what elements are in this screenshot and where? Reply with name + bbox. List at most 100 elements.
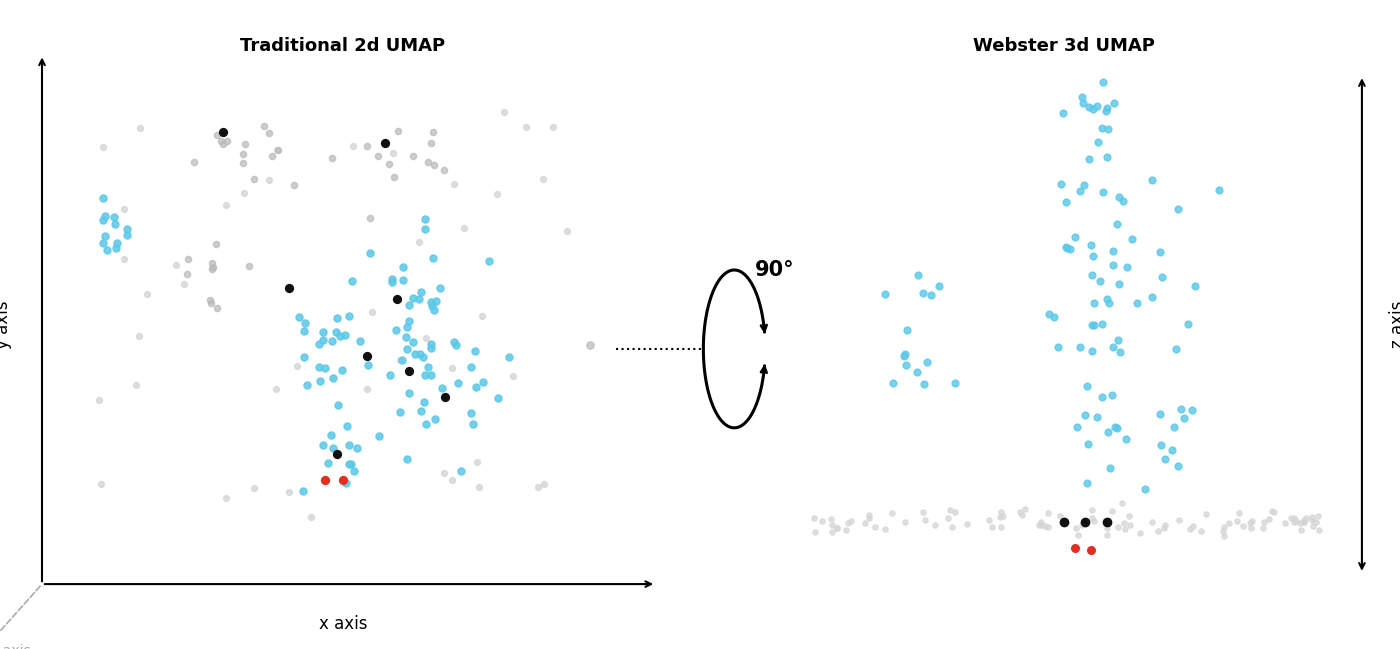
Point <box>94 210 116 221</box>
Point <box>266 145 288 155</box>
Point <box>1165 344 1187 354</box>
Point <box>466 457 489 467</box>
Point <box>125 380 147 391</box>
Point <box>857 510 879 520</box>
Point <box>542 122 564 132</box>
Point <box>465 382 487 392</box>
Point <box>874 523 896 533</box>
Point <box>416 156 438 167</box>
Point <box>396 322 419 332</box>
Point <box>1106 335 1128 345</box>
Point <box>1134 484 1156 494</box>
Point <box>836 525 858 535</box>
Point <box>374 138 396 148</box>
Point <box>1173 413 1196 423</box>
Point <box>176 254 199 264</box>
Point <box>1037 508 1060 519</box>
Point <box>396 344 419 354</box>
Point <box>312 326 335 337</box>
Point <box>358 213 381 223</box>
Point <box>424 295 447 306</box>
Point <box>1054 242 1077 252</box>
Point <box>409 349 431 359</box>
Point <box>1103 422 1126 432</box>
Point <box>258 175 280 186</box>
Point <box>1037 310 1060 320</box>
Point <box>337 459 360 469</box>
Point <box>528 482 550 492</box>
Point <box>293 352 315 362</box>
Point <box>993 511 1015 522</box>
Point <box>1212 531 1235 541</box>
Point <box>924 520 946 530</box>
Point <box>431 383 454 393</box>
Point <box>944 378 966 389</box>
Point <box>1126 297 1148 308</box>
Point <box>405 349 427 359</box>
Point <box>200 258 223 268</box>
Point <box>434 392 456 402</box>
Point <box>199 295 221 305</box>
Point <box>1166 204 1189 214</box>
Point <box>1078 154 1100 165</box>
Point <box>1141 517 1163 527</box>
Point <box>1051 108 1074 119</box>
Point <box>1107 278 1130 289</box>
Point <box>392 275 414 286</box>
Point <box>944 508 966 518</box>
Point <box>204 238 227 249</box>
Point <box>389 355 412 365</box>
Point <box>911 288 934 298</box>
Point <box>258 127 280 138</box>
Point <box>1077 478 1099 488</box>
Point <box>447 378 469 389</box>
Point <box>214 493 237 503</box>
Point <box>914 515 937 525</box>
Point <box>336 421 358 432</box>
Point <box>804 527 826 537</box>
Point <box>1064 543 1086 553</box>
Point <box>416 362 438 373</box>
Point <box>1116 262 1138 273</box>
Point <box>1166 461 1189 471</box>
Point <box>1305 517 1327 528</box>
Point <box>200 264 223 275</box>
Point <box>322 443 344 454</box>
Point <box>277 283 300 293</box>
Point <box>1168 515 1190 525</box>
Point <box>1091 319 1113 329</box>
Point <box>858 512 881 522</box>
Point <box>335 478 357 488</box>
Point <box>1095 105 1117 116</box>
Point <box>1043 312 1065 322</box>
Point <box>1306 511 1329 521</box>
Point <box>91 238 113 248</box>
Point <box>328 399 350 410</box>
Point <box>1071 520 1093 531</box>
Point <box>395 332 417 343</box>
Point <box>1091 392 1113 402</box>
Point <box>339 440 361 450</box>
Point <box>896 324 918 335</box>
Point <box>407 238 430 248</box>
Point <box>804 513 826 523</box>
Point <box>413 224 435 234</box>
Point <box>1102 342 1124 352</box>
Point <box>277 486 300 496</box>
Point <box>1177 319 1200 329</box>
Point <box>874 289 896 300</box>
Point <box>244 173 266 184</box>
Point <box>1086 101 1109 112</box>
Point <box>1301 515 1323 525</box>
Point <box>1102 246 1124 256</box>
Point <box>1058 244 1081 254</box>
Point <box>392 262 414 273</box>
Point <box>441 474 463 485</box>
Point <box>164 260 186 270</box>
Point <box>1194 509 1217 520</box>
Point <box>937 513 959 524</box>
Point <box>1107 191 1130 202</box>
Point <box>1239 518 1261 528</box>
Point <box>1037 522 1060 532</box>
Point <box>1292 514 1315 524</box>
